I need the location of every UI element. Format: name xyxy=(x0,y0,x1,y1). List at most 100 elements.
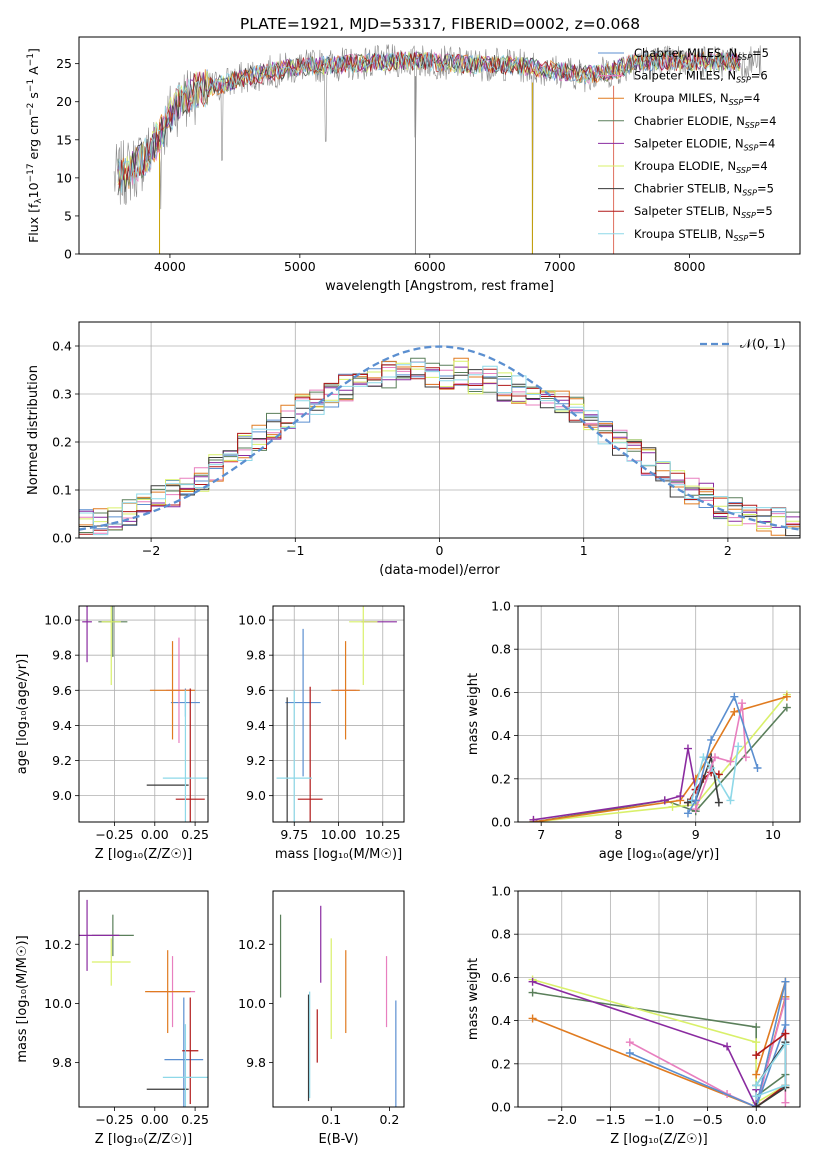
errorbar-point xyxy=(349,606,378,686)
errorbar-point xyxy=(82,606,92,663)
y-tick-label: 0.6 xyxy=(491,970,511,985)
model-spectrum-line xyxy=(117,51,741,189)
weight-point-marker xyxy=(738,699,747,708)
errorbar-point xyxy=(297,686,323,822)
y-tick-label: 0.4 xyxy=(491,1013,511,1028)
weight-series-line xyxy=(533,695,788,822)
plot-area-weight_vs_Z xyxy=(528,975,790,1107)
weight-series-line xyxy=(533,694,788,822)
legend-series-name: Salpeter MILES, xyxy=(634,69,727,83)
x-tick-label: 0.25 xyxy=(181,827,209,842)
legend-entry-label: Salpeter STELIB, NSSP=5 xyxy=(634,204,773,220)
y-axis-label-part: Flux [f xyxy=(26,203,41,243)
legend-entry-label: Salpeter ELODIE, NSSP=4 xyxy=(634,136,775,152)
x-axis-label: mass [log₁₀(M/M☉)] xyxy=(275,847,402,862)
residual-histogram xyxy=(79,361,800,536)
y-tick-label: 9.4 xyxy=(246,718,266,733)
model-spectrum-line xyxy=(117,51,741,196)
errorbar-point xyxy=(79,899,120,971)
panel-weight_vs_age: 7 8 9 10 0.0 0.2 0.4 0.6 0.8 1.0 age [log₁₀(age/yr… xyxy=(466,599,801,862)
figure-title: PLATE=1921, MJD=53317, FIBERID=0002, z=0… xyxy=(240,15,640,33)
weight-point-marker xyxy=(714,798,723,807)
x-tick-label: −2 xyxy=(142,543,160,558)
x-axis-label: wavelength [Angstrom, rest frame] xyxy=(325,279,554,294)
panel-age_vs_mass: 9.75 10.00 10.25 9.0 9.2 9.4 9.6 9.8 10.0 mass [l… xyxy=(238,605,405,862)
y-axis-label: mass [log₁₀(M/M☉)] xyxy=(15,935,30,1062)
panel-age_vs_Z: −0.25 0.00 0.25 9.0 9.2 9.4 9.6 9.8 10.0 Z [log₁₀… xyxy=(15,605,209,862)
weight-point-marker xyxy=(781,1040,790,1049)
weight-point-marker xyxy=(782,703,791,712)
y-axis-label: mass weight xyxy=(466,958,481,1040)
plot-area-mass_vs_ebv xyxy=(279,905,397,1107)
weight-point-marker xyxy=(723,1042,732,1051)
legend-series-name: Kroupa MILES, xyxy=(634,91,720,105)
errorbar-point xyxy=(164,997,204,1107)
x-tick-label: −0.25 xyxy=(95,827,133,842)
y-tick-label: 25 xyxy=(56,56,72,71)
weight-point-marker xyxy=(781,977,790,986)
x-tick-label: 0.00 xyxy=(141,1112,169,1127)
errorbar-point xyxy=(182,997,199,1105)
weight-point-marker xyxy=(683,809,692,818)
x-tick-label: 0.00 xyxy=(141,827,169,842)
y-axis-label-part: A xyxy=(26,66,41,79)
weight-point-marker xyxy=(683,744,692,753)
weight-point-marker xyxy=(753,764,762,772)
errorbar-point xyxy=(276,690,312,822)
legend-ssp-count: =5 xyxy=(748,227,765,241)
y-tick-label: 0.2 xyxy=(491,771,511,786)
weight-point-marker xyxy=(781,1081,790,1090)
residual-histogram xyxy=(79,357,800,533)
weight-point-marker xyxy=(528,977,537,986)
x-tick-label: 2 xyxy=(724,543,732,558)
x-tick-label: 0.1 xyxy=(321,1112,341,1127)
legend-series-name: Kroupa ELODIE, xyxy=(634,159,727,173)
legend-ssp-n: N xyxy=(727,159,736,173)
errorbar-point xyxy=(162,1024,208,1107)
x-tick-label: −1 xyxy=(286,543,304,558)
x-tick-label: −1.0 xyxy=(644,1112,674,1127)
errorbar-point xyxy=(91,938,131,986)
panel-mass_vs_Z: −0.25 0.00 0.25 9.8 10.0 10.2 Z [log₁₀(Z/Z☉)] m… xyxy=(15,890,209,1147)
legend-ssp-sub: SSP xyxy=(742,189,757,198)
y-tick-label: 1.0 xyxy=(491,599,511,614)
x-tick-label: 9 xyxy=(692,827,700,842)
y-axis-label-part: −1 xyxy=(26,53,36,66)
y-tick-label: 0.6 xyxy=(491,685,511,700)
x-tick-label: 10.25 xyxy=(365,827,401,842)
weight-point-marker xyxy=(676,792,685,801)
y-axis-label: Flux [fλ10−17 erg cm−2 s−1 A−1] xyxy=(26,48,44,243)
y-axis-label-part: s xyxy=(26,92,41,103)
panel-spectrum: 4000 5000 6000 7000 8000 0 5 10 15 20 25 wavelength… xyxy=(26,36,801,294)
y-tick-label: 0.0 xyxy=(52,531,72,546)
x-axis-label: Z [log₁₀(Z/Z☉)] xyxy=(95,847,192,862)
plot-area-weight_vs_age xyxy=(529,690,791,822)
x-tick-label: 7 xyxy=(537,827,545,842)
plot-area-mass_vs_Z xyxy=(79,899,208,1107)
x-tick-label: 1 xyxy=(580,543,588,558)
legend-ssp-sub: SSP xyxy=(745,121,760,130)
weight-point-marker xyxy=(752,1081,761,1090)
weight-point-marker xyxy=(660,796,669,805)
weight-point-marker xyxy=(752,1092,761,1101)
y-tick-label: 9.2 xyxy=(246,753,266,768)
x-tick-label: 10 xyxy=(765,827,781,842)
errorbar-point xyxy=(149,641,196,740)
y-axis-label-part: erg cm xyxy=(26,116,41,164)
y-tick-label: 0.0 xyxy=(491,1100,511,1115)
y-axis-label-part: ] xyxy=(26,48,41,53)
y-tick-label: 0.2 xyxy=(491,1056,511,1071)
x-tick-label: 7000 xyxy=(544,259,576,274)
y-tick-label: 9.6 xyxy=(246,683,266,698)
y-axis-label-part: λ xyxy=(34,198,44,204)
y-tick-label: 9.2 xyxy=(52,753,72,768)
model-spectrum-line xyxy=(117,51,741,193)
errorbar-point xyxy=(101,606,121,686)
errorbar-point xyxy=(175,688,205,822)
y-tick-label: 0.2 xyxy=(52,435,72,450)
weight-point-marker xyxy=(752,1038,761,1047)
legend-ssp-sub: SSP xyxy=(744,143,759,152)
weight-point-marker xyxy=(625,1038,634,1047)
y-tick-label: 9.6 xyxy=(52,683,72,698)
legend-entry-label: 𝒩(0, 1) xyxy=(740,336,786,351)
